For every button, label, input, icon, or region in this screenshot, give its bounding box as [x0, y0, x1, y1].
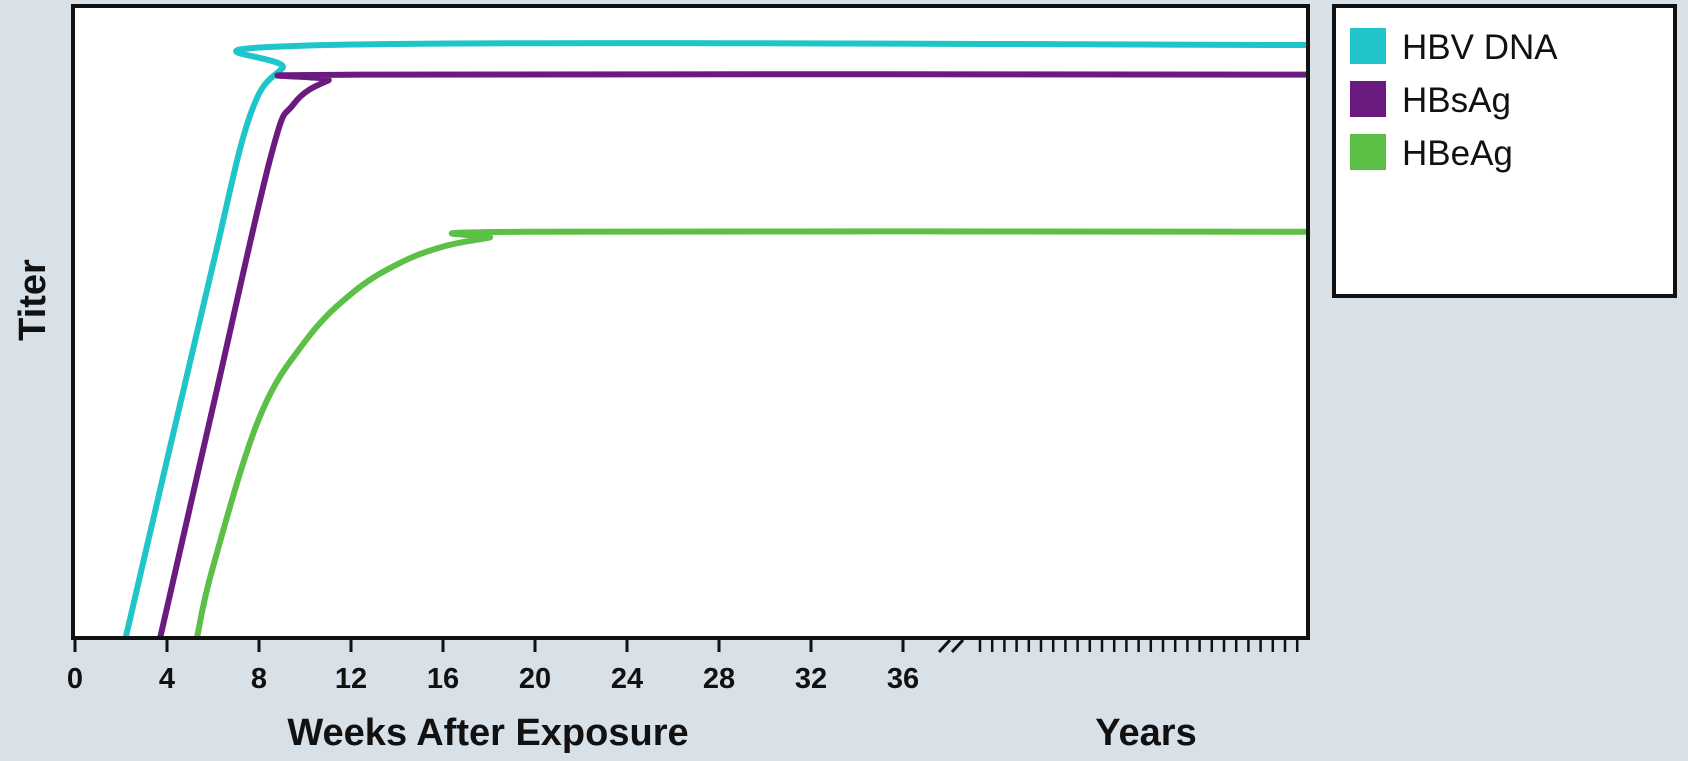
x-axis: 0 4 8 12 16 20 24 28 32 36: [67, 636, 1308, 695]
x-tick-label-8: 8: [251, 663, 267, 695]
series-line-hbv-dna: [122, 40, 1307, 639]
x-tick-label-36: 36: [887, 663, 919, 695]
legend-label-hbsag: HBsAg: [1402, 81, 1511, 120]
legend-box: [1332, 4, 1677, 298]
legend-swatch-hbeag: [1350, 134, 1386, 170]
x-tick-label-12: 12: [335, 663, 367, 695]
x-tick-label-20: 20: [519, 663, 551, 695]
series-line-hbsag: [157, 71, 1307, 639]
plot-area: [71, 4, 1310, 640]
x-tick-label-24: 24: [611, 663, 643, 695]
x-tick-label-16: 16: [427, 663, 459, 695]
legend-swatch-hbsag: [1350, 81, 1386, 117]
y-axis-title: Titer: [12, 259, 54, 341]
x-axis-title: Weeks After Exposure: [287, 712, 688, 754]
legend-swatch-hbv-dna: [1350, 28, 1386, 64]
x-tick-label-28: 28: [703, 663, 735, 695]
x-tick-label-32: 32: [795, 663, 827, 695]
series-layer: [122, 40, 1307, 639]
x-axis-secondary-title: Years: [1095, 712, 1196, 754]
legend-label-hbv-dna: HBV DNA: [1402, 28, 1558, 67]
x-tick-label-4: 4: [159, 663, 175, 695]
x-tick-label-0: 0: [67, 663, 83, 695]
legend: HBV DNA HBsAg HBeAg: [1332, 4, 1677, 298]
axis-break-mark: [950, 638, 965, 654]
legend-label-hbeag: HBeAg: [1402, 134, 1513, 173]
series-line-hbeag: [193, 228, 1307, 639]
axis-break-mark: [937, 638, 952, 654]
